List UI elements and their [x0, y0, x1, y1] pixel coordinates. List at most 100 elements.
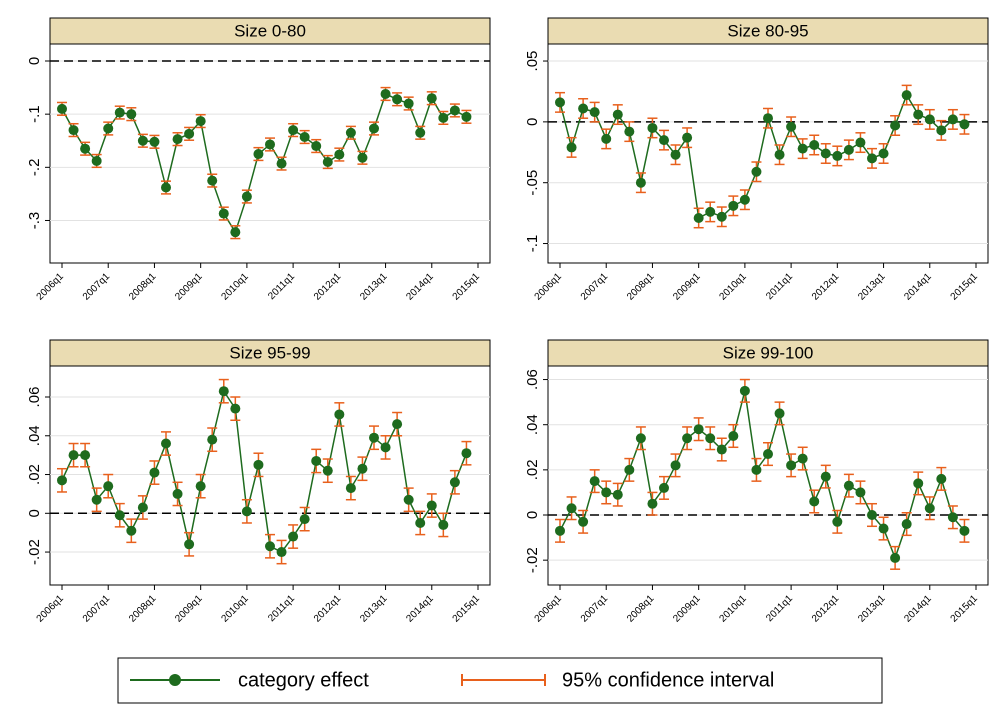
point — [334, 409, 345, 420]
point — [161, 438, 171, 449]
point — [867, 510, 877, 521]
point — [230, 227, 241, 238]
x-tick-label: 2013q1 — [856, 593, 888, 625]
x-tick-label: 2011q1 — [764, 593, 795, 624]
point — [357, 152, 368, 163]
point — [670, 460, 681, 471]
point — [774, 408, 785, 419]
x-tick-label: 2012q1 — [312, 593, 344, 625]
point — [566, 503, 577, 514]
point — [786, 460, 797, 471]
point — [184, 539, 195, 550]
point — [913, 478, 924, 489]
x-tick-label: 2009q1 — [173, 593, 205, 625]
point — [415, 127, 426, 138]
panel-header — [49, 339, 491, 367]
point — [589, 107, 600, 118]
point — [184, 128, 195, 139]
point — [334, 149, 345, 160]
point — [705, 206, 716, 217]
point — [578, 516, 589, 527]
point — [241, 506, 252, 517]
y-tick-label: -.02 — [26, 539, 43, 565]
point — [820, 148, 831, 159]
x-tick-label: 2008q1 — [127, 593, 159, 625]
point — [936, 473, 947, 484]
point — [149, 136, 160, 147]
point — [438, 112, 449, 123]
point — [322, 157, 333, 168]
x-tick-label: 2010q1 — [219, 271, 251, 303]
point — [311, 141, 322, 152]
x-tick-label: 2010q1 — [717, 593, 749, 625]
x-tick-label: 2008q1 — [127, 271, 159, 303]
point — [172, 488, 183, 499]
x-tick-label: 2013q1 — [856, 271, 888, 303]
point — [57, 475, 67, 486]
x-tick-label: 2012q1 — [810, 271, 842, 303]
point — [253, 459, 264, 470]
point — [820, 471, 831, 482]
point — [612, 489, 623, 500]
x-tick-label: 2012q1 — [810, 593, 842, 625]
x-tick-label: 2014q1 — [902, 593, 934, 625]
x-tick-label: 2015q1 — [949, 271, 981, 303]
x-tick-label: 2014q1 — [404, 271, 436, 303]
point — [68, 125, 79, 136]
x-tick-label: 2007q1 — [579, 271, 611, 303]
point — [91, 155, 102, 166]
point — [659, 135, 669, 146]
point — [555, 525, 565, 536]
y-tick-label: 0 — [524, 118, 541, 126]
point — [415, 517, 426, 528]
point — [195, 481, 206, 492]
point — [114, 510, 125, 521]
point — [832, 150, 843, 161]
x-tick-label: 2006q1 — [35, 593, 67, 625]
point — [763, 113, 773, 124]
point — [624, 126, 635, 137]
point — [103, 481, 114, 492]
y-tick-label: .05 — [524, 51, 541, 72]
x-tick-label: 2009q1 — [671, 593, 703, 625]
point — [103, 123, 114, 134]
point — [763, 449, 773, 460]
panel-title: Size 0-80 — [234, 21, 306, 40]
point — [890, 552, 901, 563]
point — [380, 88, 391, 99]
point — [311, 455, 322, 466]
x-tick-label: 2010q1 — [219, 593, 251, 625]
point — [635, 177, 646, 188]
x-tick-label: 2007q1 — [81, 271, 113, 303]
point — [392, 419, 403, 430]
y-tick-label: -.1 — [524, 235, 541, 253]
point — [728, 430, 739, 441]
x-tick-label: 2006q1 — [35, 271, 67, 303]
point — [947, 114, 958, 125]
point — [265, 541, 275, 552]
x-tick-label: 2006q1 — [533, 593, 565, 625]
point — [566, 142, 577, 153]
x-tick-label: 2015q1 — [451, 593, 483, 625]
point — [601, 487, 612, 498]
x-tick-label: 2008q1 — [625, 271, 657, 303]
point — [751, 464, 762, 475]
point — [461, 448, 472, 459]
x-tick-label: 2007q1 — [579, 593, 611, 625]
x-tick-label: 2011q1 — [764, 271, 795, 302]
point — [218, 386, 229, 397]
point — [80, 450, 91, 461]
point — [380, 442, 391, 453]
point — [843, 480, 854, 491]
legend-label: 95% confidence interval — [562, 669, 774, 691]
point — [392, 94, 403, 105]
point — [265, 139, 275, 150]
point — [809, 496, 820, 507]
point — [288, 531, 299, 542]
y-tick-label: 0 — [26, 509, 43, 517]
y-tick-label: 0 — [26, 57, 43, 65]
x-tick-label: 2012q1 — [312, 271, 344, 303]
point — [797, 453, 808, 464]
y-tick-label: -.1 — [26, 105, 43, 123]
